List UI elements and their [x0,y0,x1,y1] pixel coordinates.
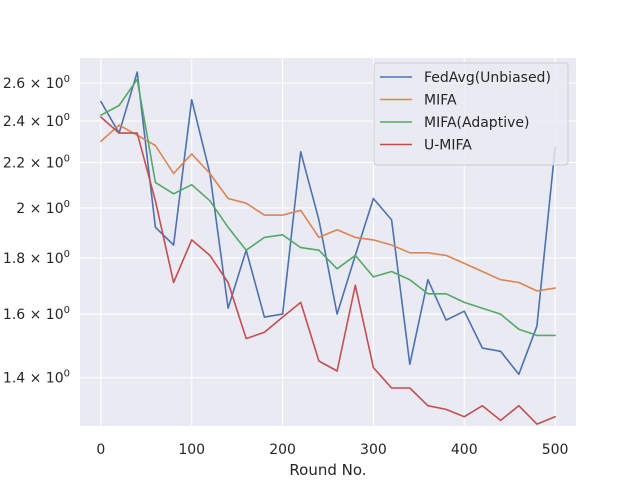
x-axis-label: Round No. [289,461,366,479]
x-axis-ticks: 0 100 200 300 400 500 [96,442,568,458]
y-tick-label: 2.2 × 100 [3,154,70,172]
legend-label: FedAvg(Unbiased) [424,70,551,86]
legend-label: MIFA [424,93,457,109]
series-lines [100,71,556,425]
x-tick-label: 400 [451,442,478,458]
x-tick-label: 0 [96,442,105,458]
series-line-u-mifa [100,116,556,425]
x-tick-label: 500 [542,442,569,458]
y-tick-label: 1.8 × 100 [3,249,70,267]
legend-label: U-MIFA [424,138,472,154]
series-line-fedavg-unbiased [100,71,556,376]
y-tick-label: 2.6 × 100 [3,74,70,92]
legend-label: MIFA(Adaptive) [424,115,529,131]
y-tick-label: 1.6 × 100 [3,305,70,323]
x-tick-label: 200 [269,442,296,458]
x-tick-label: 100 [178,442,205,458]
x-tick-label: 300 [360,442,387,458]
series-line-mifa [100,124,556,292]
legend: FedAvg(Unbiased) MIFA MIFA(Adaptive) U-MIFA [373,62,569,166]
legend-box [373,62,569,166]
series-line-mifa-adaptive [100,78,556,337]
y-tick-label: 1.4 × 100 [3,369,70,387]
y-tick-label: 2.4 × 100 [3,112,70,130]
y-tick-label: 2 × 100 [16,199,70,217]
y-axis-ticks: 1.4 × 100 1.6 × 100 1.8 × 100 2 × 100 2.2 × … [3,74,70,387]
